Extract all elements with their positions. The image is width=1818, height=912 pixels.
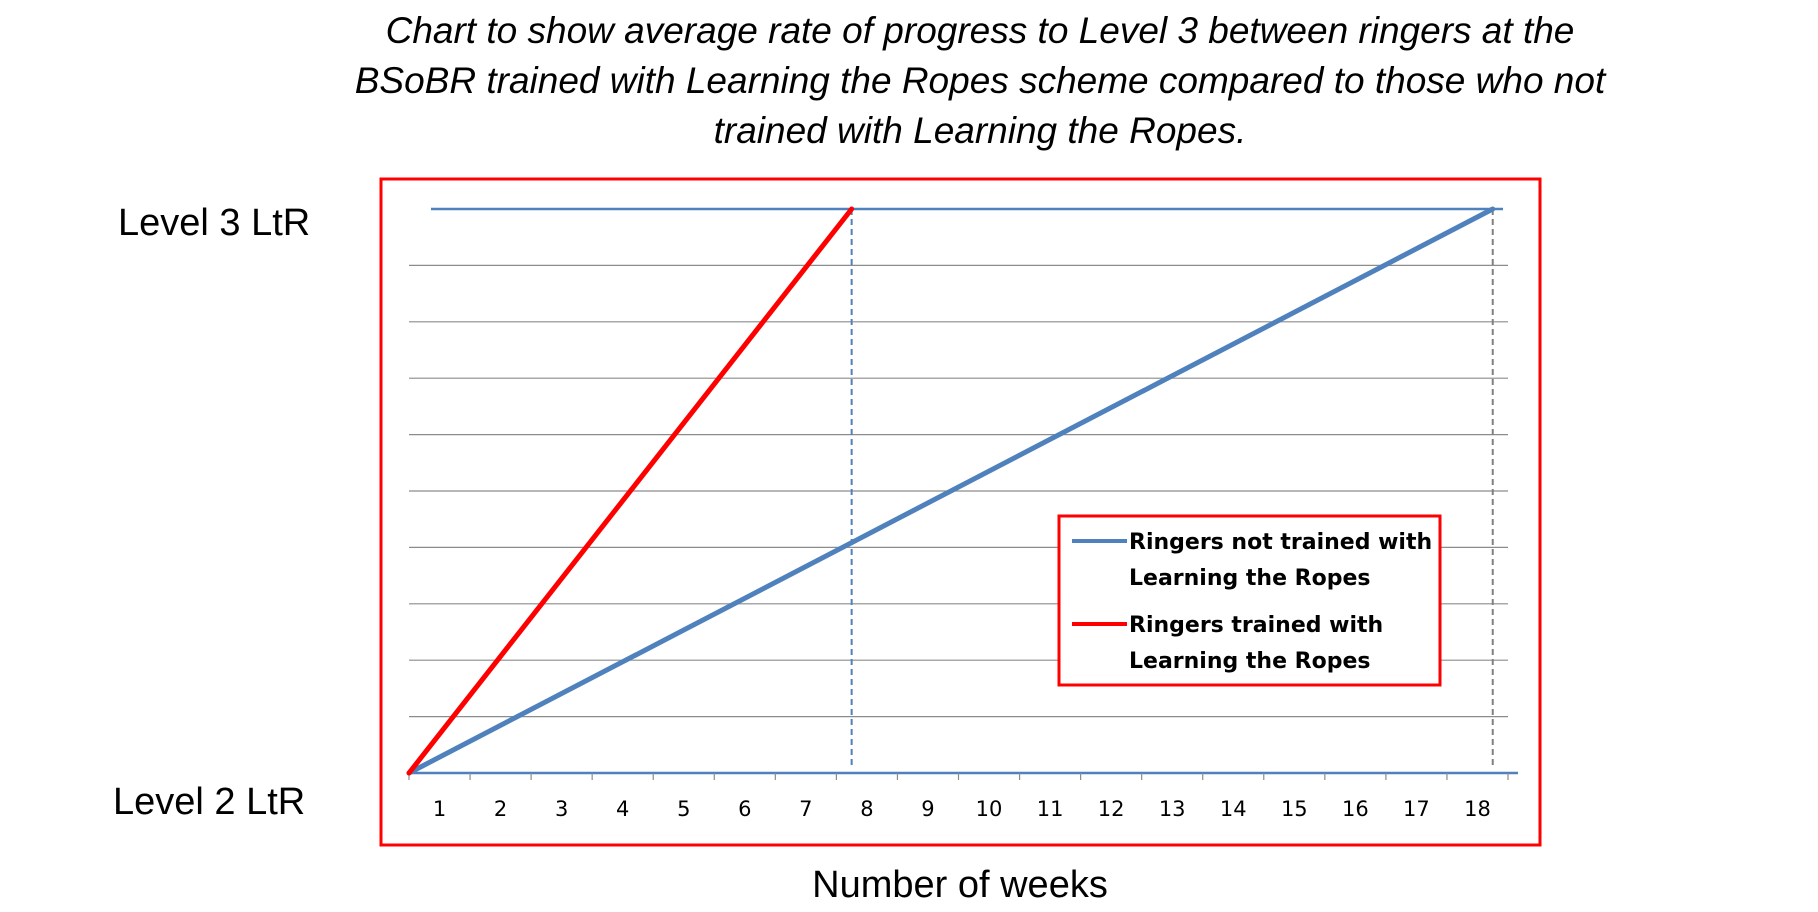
x-tick-label: 4 [616,797,629,821]
x-tick-label: 17 [1403,797,1430,821]
chart-title-line-2: BSoBR trained with Learning the Ropes sc… [355,60,1607,101]
series-lines [406,206,1496,776]
x-tick-label: 6 [738,797,751,821]
reference-lines [850,209,1494,765]
legend-label-not-trained-line-1: Ringers not trained with [1129,530,1432,555]
chart-frame [379,177,1542,847]
x-tick-label: 13 [1159,797,1186,821]
x-tick-label: 16 [1342,797,1369,821]
chart-title-line-3: trained with Learning the Ropes. [714,110,1247,151]
series-line-not-trained [406,206,1496,776]
gridlines [409,264,1508,718]
x-tick-labels: 1 2 3 4 5 6 7 8 9 10 11 12 13 14 15 16 17 18 [408,773,1509,821]
x-tick-label: 8 [860,797,873,821]
legend-label-trained-line-2: Learning the Ropes [1129,649,1370,674]
y-label-top: Level 3 LtR [118,202,310,244]
x-tick-label: 14 [1220,797,1247,821]
x-tick-label: 11 [1037,797,1064,821]
x-tick-label: 10 [976,797,1003,821]
chart-title-line-1: Chart to show average rate of progress t… [386,10,1575,51]
x-tick-label: 1 [433,797,446,821]
x-tick-label: 3 [555,797,568,821]
x-tick-label: 5 [677,797,690,821]
x-tick-label: 9 [921,797,934,821]
series-line-trained [406,206,855,776]
legend-box [1057,514,1442,687]
x-axis-label: Number of weeks [812,864,1108,906]
legend-label-not-trained-line-2: Learning the Ropes [1129,566,1370,591]
x-axis [409,207,1518,775]
x-tick-label: 15 [1281,797,1308,821]
x-tick-label: 12 [1098,797,1125,821]
x-tick-label: 2 [494,797,507,821]
legend-label-trained-line-1: Ringers trained with [1129,613,1383,638]
x-tick-label: 18 [1464,797,1491,821]
x-tick-label: 7 [799,797,812,821]
chart-title: Chart to show average rate of progress t… [355,10,1607,151]
y-label-bottom: Level 2 LtR [113,781,305,823]
legend: Ringers not trained with Learning the Ro… [1057,514,1442,687]
